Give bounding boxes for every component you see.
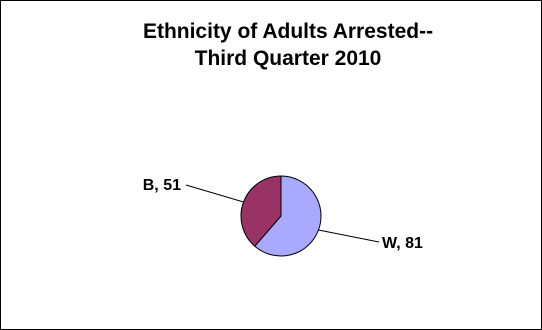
pie-slice-b — [240, 175, 282, 247]
leader-line-b — [185, 184, 244, 203]
data-label-w: W, 81 — [382, 235, 423, 252]
chart-title-line-1: Ethnicity of Adults Arrested-- — [142, 20, 434, 43]
chart-title: Ethnicity of Adults Arrested-- Third Qua… — [1, 18, 541, 72]
data-label-b: B, 51 — [143, 177, 181, 194]
leader-line-w — [318, 229, 380, 243]
chart-title-line-2: Third Quarter 2010 — [194, 47, 382, 70]
